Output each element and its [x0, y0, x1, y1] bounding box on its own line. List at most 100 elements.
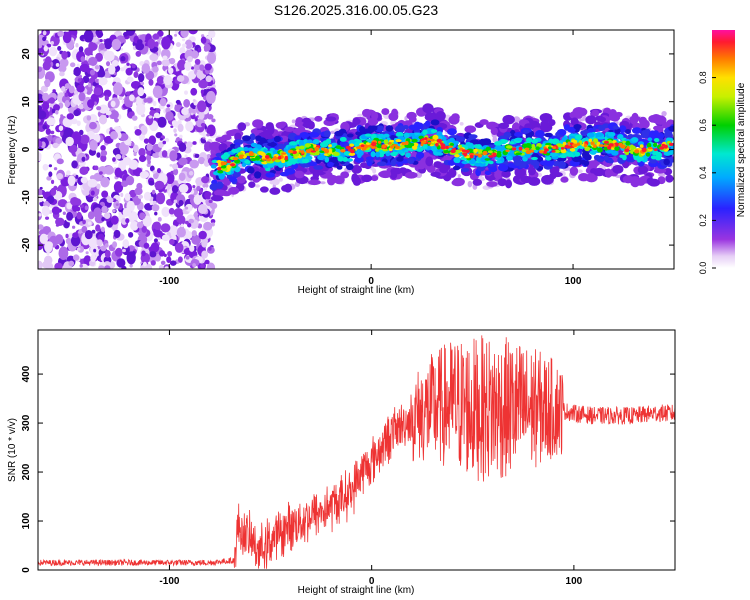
heatmap-noise-cell — [100, 144, 106, 151]
heatmap-noise-cell — [170, 125, 174, 129]
heatmap-ridge-cell — [232, 170, 240, 179]
heatmap-noise-cell — [180, 30, 189, 38]
heatmap-ridge-cell — [396, 156, 404, 162]
heatmap-ridge-cell — [432, 134, 439, 140]
heatmap-ridge-cell — [308, 131, 320, 138]
heatmap-ridge-cell — [367, 144, 373, 148]
heatmap-noise-cell — [185, 203, 193, 212]
heatmap-noise-cell — [110, 215, 119, 225]
heatmap-noise-cell — [135, 50, 142, 57]
heatmap-ridge-cell — [237, 122, 247, 131]
heatmap-ridge-cell — [265, 172, 276, 178]
heatmap-noise-cell — [120, 67, 125, 72]
heatmap-ridge-cell — [539, 160, 549, 166]
heatmap-noise-cell — [114, 167, 122, 178]
heatmap-ridge-cell — [646, 177, 655, 186]
heatmap-noise-cell — [192, 185, 196, 189]
heatmap-ridge-cell — [461, 149, 466, 153]
heatmap-noise-cell — [202, 183, 209, 189]
heatmap-noise-cell — [202, 133, 207, 138]
heatmap-noise-cell — [206, 124, 216, 137]
heatmap-noise-cell — [96, 106, 102, 111]
heatmap-noise-cell — [142, 215, 152, 227]
snr-axes: -100 0 100 0 100 200 300 400 — [21, 330, 675, 587]
heatmap-ridge-cell — [277, 155, 282, 160]
heatmap-noise-cell — [93, 172, 103, 182]
heatmap-ridge-cell — [351, 164, 363, 174]
heatmap-ridge-cell — [314, 115, 323, 122]
heatmap-noise-cell — [131, 142, 135, 147]
heatmap-noise-cell — [179, 47, 186, 54]
heatmap-ridge-cell — [275, 122, 286, 129]
heatmap-noise-cell — [200, 89, 205, 95]
heatmap-ridge-cell — [381, 108, 390, 116]
heatmap-ridge-cell — [436, 138, 442, 143]
heatmap-noise-cell — [209, 202, 218, 210]
heatmap-ridge-cell — [425, 156, 434, 167]
heatmap-ridge-cell — [484, 158, 491, 161]
heatmap-noise-cell — [96, 152, 101, 158]
heatmap-ridge-cell — [636, 177, 646, 186]
heatmap-ridge-cell — [415, 147, 424, 152]
heatmap-noise-cell — [58, 246, 69, 260]
heatmap-noise-cell — [141, 63, 151, 74]
heatmap-noise-cell — [198, 111, 205, 120]
heatmap-ridge-cell — [634, 149, 640, 154]
heatmap-ridge-cell — [497, 164, 509, 172]
heatmap-ridge-cell — [411, 138, 418, 143]
heatmap-ridge-cell — [391, 108, 399, 117]
heatmap-noise-cell — [197, 204, 208, 214]
heatmap-noise-cell — [48, 164, 53, 168]
heatmap-noise-cell — [161, 59, 171, 67]
heatmap-ridge-cell — [474, 153, 480, 156]
heatmap-noise-cell — [189, 159, 200, 169]
heatmap-noise-cell — [39, 186, 43, 190]
heatmap-noise-cell — [45, 128, 51, 135]
colorbar-label: Normalized spectral amplitude — [736, 82, 747, 217]
heatmap-noise-cell — [204, 191, 212, 200]
heatmap-halo-cell — [278, 177, 283, 182]
heatmap-noise-cell — [174, 242, 184, 253]
heatmap-noise-cell — [148, 180, 155, 186]
heatmap-ridge-cell — [401, 141, 406, 146]
heatmap-ridge-cell — [422, 129, 428, 135]
heatmap-noise-cell — [191, 50, 199, 59]
heatmap-noise-cell — [206, 262, 216, 269]
heatmap-ridge-cell — [266, 160, 273, 164]
heatmap-ridge-cell — [354, 156, 364, 163]
heatmap-noise-cell — [105, 110, 112, 116]
heatmap-noise-cell — [104, 165, 114, 175]
heatmap-ridge-cell — [248, 152, 255, 157]
heatmap-noise-cell — [189, 245, 195, 252]
heatmap-ridge-cell — [611, 150, 619, 156]
heatmap-halo-cell — [578, 118, 586, 122]
heatmap-noise-cell — [89, 121, 97, 130]
heatmap-ridge-cell — [503, 131, 512, 138]
heatmap-ridge-cell — [366, 160, 373, 167]
heatmap-ridge-cell — [525, 150, 532, 155]
heatmap-ridge-cell — [549, 166, 560, 175]
heatmap-noise-cell — [46, 43, 52, 48]
heatmap-ridge-cell — [226, 164, 232, 170]
spectrogram-x-label: Height of straight line (km) — [298, 285, 415, 296]
heatmap-noise-cell — [104, 212, 111, 219]
heatmap-noise-cell — [176, 216, 185, 224]
heatmap-halo-cell — [577, 169, 583, 174]
heatmap-ridge-cell — [281, 152, 287, 155]
heatmap-ridge-cell — [645, 152, 651, 157]
heatmap-noise-cell — [42, 92, 50, 102]
heatmap-ridge-cell — [295, 146, 301, 150]
heatmap-noise-cell — [199, 64, 205, 71]
heatmap-ridge-cell — [513, 132, 523, 137]
heatmap-noise-cell — [153, 112, 160, 119]
heatmap-ridge-cell — [575, 134, 583, 140]
heatmap-ridge-cell — [269, 187, 281, 195]
heatmap-noise-cell — [88, 114, 98, 123]
heatmap-ridge-cell — [241, 162, 247, 167]
heatmap-ridge-cell — [525, 137, 533, 143]
heatmap-ridge-cell — [652, 142, 658, 148]
heatmap-ridge-cell — [376, 161, 387, 167]
heatmap-ridge-cell — [614, 146, 620, 151]
heatmap-ridge-cell — [653, 138, 660, 143]
heatmap-ridge-cell — [422, 143, 428, 149]
